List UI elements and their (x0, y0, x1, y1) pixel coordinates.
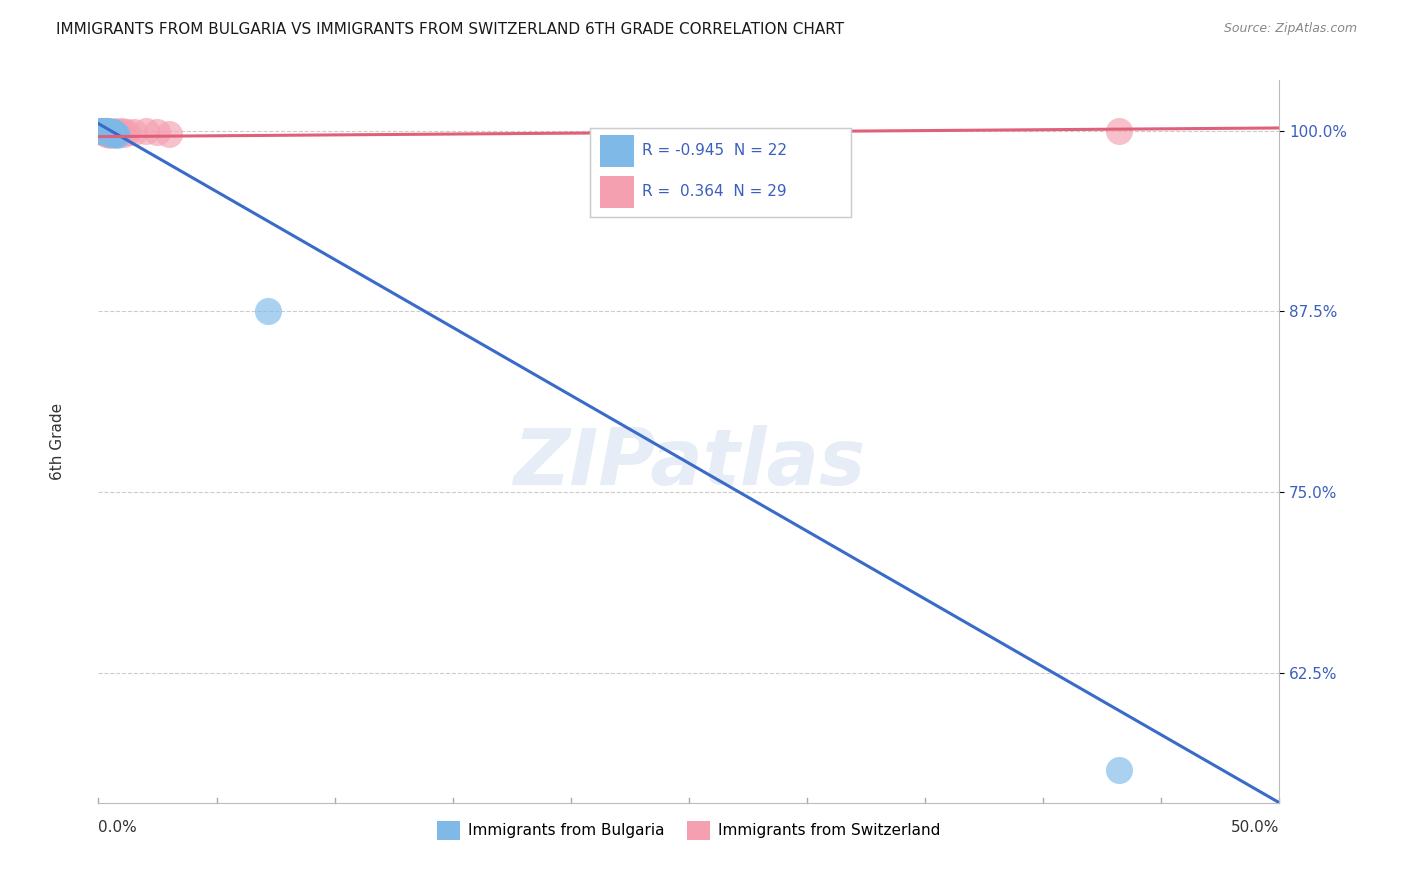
Bar (600, 135, 634, 167)
Point (90, 124, 112, 138)
Legend: Immigrants from Bulgaria, Immigrants from Switzerland: Immigrants from Bulgaria, Immigrants fro… (432, 815, 946, 846)
Point (94, 124, 117, 138)
Point (94, 124, 117, 138)
Point (146, 125, 169, 139)
Point (101, 125, 124, 139)
Point (91, 124, 114, 138)
Point (94, 124, 117, 138)
Text: 50.0%: 50.0% (1232, 820, 1279, 835)
Point (1108, 763, 1130, 777)
Point (94, 124, 117, 138)
Text: 0.0%: 0.0% (98, 820, 138, 835)
Point (257, 304, 280, 318)
Point (91, 125, 114, 139)
Point (97, 125, 120, 139)
Point (94, 124, 117, 138)
Point (105, 127, 128, 141)
Point (105, 128, 128, 143)
Point (108, 125, 131, 139)
Point (122, 125, 145, 139)
Point (90, 124, 112, 138)
Point (115, 125, 138, 139)
Point (94, 127, 117, 141)
Point (97, 124, 120, 138)
Point (98, 125, 121, 139)
Point (91, 124, 114, 138)
Point (135, 124, 157, 138)
Point (94, 124, 117, 138)
Point (98, 125, 121, 139)
Text: R =  0.364  N = 29: R = 0.364 N = 29 (643, 185, 787, 200)
Text: 6th Grade: 6th Grade (49, 403, 65, 480)
Point (112, 127, 135, 141)
Point (104, 127, 127, 141)
Point (91, 124, 114, 138)
Point (104, 124, 127, 138)
Point (90, 124, 112, 138)
Point (97, 125, 120, 139)
Point (101, 125, 124, 139)
Point (98, 128, 121, 143)
Point (101, 127, 124, 141)
Text: ZIPatlas: ZIPatlas (513, 425, 865, 501)
Point (90, 124, 112, 138)
Point (1108, 124, 1130, 138)
Point (97, 127, 120, 141)
Text: IMMIGRANTS FROM BULGARIA VS IMMIGRANTS FROM SWITZERLAND 6TH GRADE CORRELATION CH: IMMIGRANTS FROM BULGARIA VS IMMIGRANTS F… (56, 22, 845, 37)
Point (101, 125, 124, 139)
Point (104, 127, 127, 141)
Text: R = -0.945  N = 22: R = -0.945 N = 22 (643, 144, 787, 159)
Point (157, 127, 180, 141)
Text: Source: ZipAtlas.com: Source: ZipAtlas.com (1223, 22, 1357, 36)
Bar (600, 176, 634, 208)
Point (94, 124, 117, 138)
Point (91, 124, 114, 138)
Point (98, 127, 121, 141)
Point (111, 124, 134, 138)
Point (98, 125, 121, 139)
Point (98, 125, 121, 139)
Point (97, 125, 120, 139)
Point (91, 124, 114, 138)
Point (104, 127, 127, 141)
Point (97, 125, 120, 139)
